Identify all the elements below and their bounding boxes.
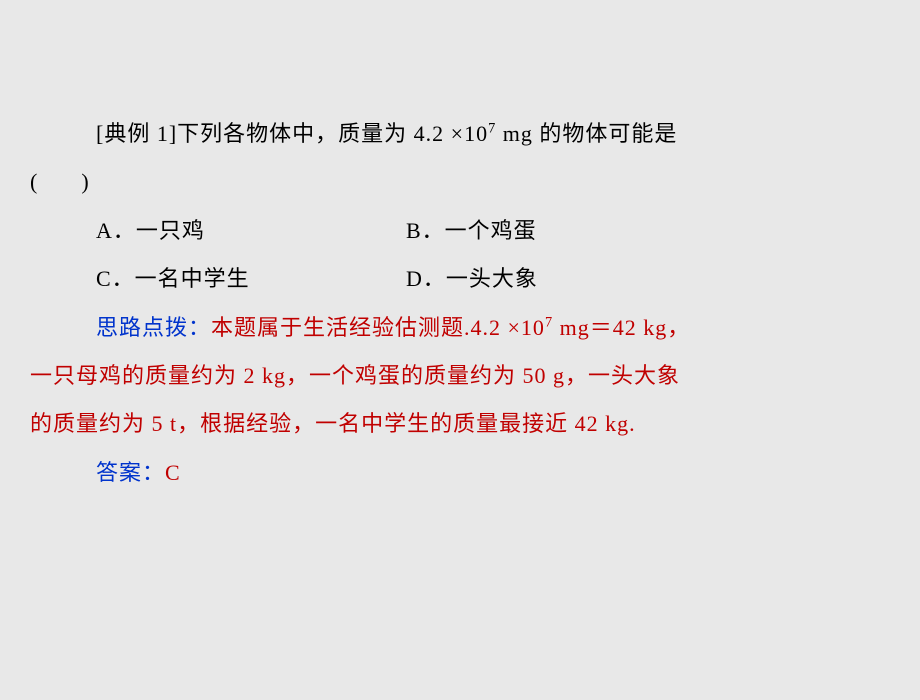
analysis-line-3: 的质量约为 5 t，根据经验，一名中学生的质量最接近 42 kg. (30, 400, 890, 448)
example-label: [典例 1] (96, 121, 177, 146)
answer-value: C (165, 460, 181, 485)
option-c: C．一名中学生 (96, 255, 406, 303)
analysis-line-2: 一只母鸡的质量约为 2 kg，一个鸡蛋的质量约为 50 g，一头大象 (30, 352, 890, 400)
question-part1: 下列各物体中，质量为 4.2 ×10 (177, 121, 488, 146)
question-part2: mg 的物体可能是 (496, 121, 677, 146)
analysis-line-1: 思路点拨：本题属于生活经验估测题.4.2 ×107 mg＝42 kg， (30, 304, 890, 352)
analysis-text-1b: mg＝42 kg， (553, 315, 690, 340)
analysis-text-1a: 本题属于生活经验估测题.4.2 ×10 (211, 315, 545, 340)
answer-label: 答案： (96, 460, 165, 485)
options-row-2: C．一名中学生 D．一头大象 (30, 255, 890, 303)
analysis-exponent: 7 (545, 314, 553, 330)
exponent: 7 (488, 121, 496, 137)
options-row-1: A．一只鸡 B．一个鸡蛋 (30, 207, 890, 255)
document-content: [典例 1]下列各物体中，质量为 4.2 ×107 mg 的物体可能是 ( ) … (30, 110, 890, 497)
option-d: D．一头大象 (406, 255, 890, 303)
option-a: A．一只鸡 (96, 207, 406, 255)
answer-line: 答案：C (30, 449, 890, 497)
question-text: [典例 1]下列各物体中，质量为 4.2 ×107 mg 的物体可能是 (30, 110, 890, 158)
blank-paren: ( ) (30, 158, 890, 206)
option-b: B．一个鸡蛋 (406, 207, 890, 255)
analysis-label: 思路点拨： (96, 315, 211, 340)
